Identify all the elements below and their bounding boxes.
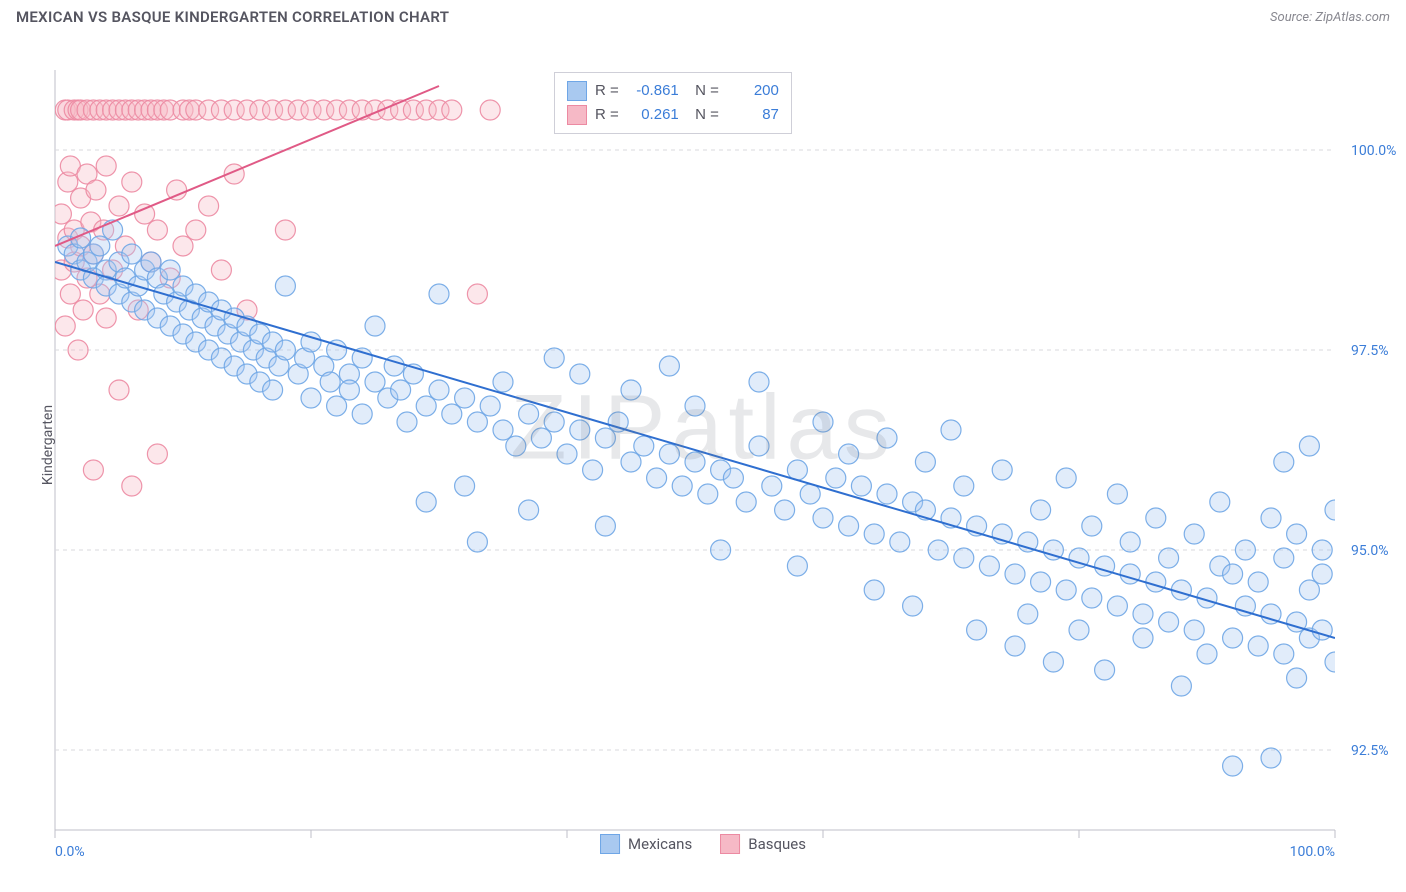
correlation-stats-box: R = -0.861 N = 200 R = 0.261 N = 87 [554,72,792,134]
source-label: Source: ZipAtlas.com [1270,10,1390,25]
n-value-mexicans: 200 [727,79,779,103]
swatch-basques-icon [720,834,740,854]
swatch-basques-icon [567,105,587,125]
n-label: N = [687,103,719,127]
swatch-mexicans-icon [567,81,587,101]
svg-text:95.0%: 95.0% [1351,543,1389,559]
r-value-mexicans: -0.861 [627,79,679,103]
n-value-basques: 87 [727,103,779,127]
legend-item-basques: Basques [720,834,806,854]
scatter-chart: 92.5% 95.0% 97.5% 100.0% 0.0% 100.0% [0,30,1406,860]
svg-text:97.5%: 97.5% [1351,343,1389,359]
r-value-basques: 0.261 [627,103,679,127]
stats-row-basques: R = 0.261 N = 87 [567,103,779,127]
n-label: N = [687,79,719,103]
svg-text:100.0%: 100.0% [1290,844,1335,860]
legend-label-mexicans: Mexicans [628,835,692,853]
stats-row-mexicans: R = -0.861 N = 200 [567,79,779,103]
chart-area: Kindergarten ZIPatlas 92.5%95.0%97.5%100… [0,30,1406,860]
r-label: R = [595,103,619,127]
legend-item-mexicans: Mexicans [600,834,692,854]
swatch-mexicans-icon [600,834,620,854]
svg-text:100.0%: 100.0% [1351,143,1396,159]
y-axis-label: Kindergarten [40,405,56,485]
bottom-legend: Mexicans Basques [600,834,806,854]
chart-title: MEXICAN VS BASQUE KINDERGARTEN CORRELATI… [16,8,449,26]
svg-text:92.5%: 92.5% [1351,743,1389,759]
r-label: R = [595,79,619,103]
svg-text:0.0%: 0.0% [55,844,85,860]
legend-label-basques: Basques [748,835,806,853]
